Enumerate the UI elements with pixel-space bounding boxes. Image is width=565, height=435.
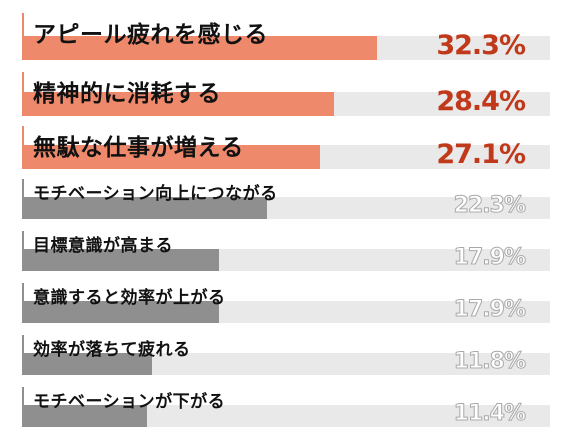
bar-tick bbox=[22, 126, 24, 149]
bar-row: アピール疲れを感じる 32.3% bbox=[0, 5, 565, 62]
bar-row: モチベーションが下がる 11.4% bbox=[0, 379, 565, 431]
category-label: 目標意識が高まる bbox=[33, 236, 173, 256]
bar bbox=[22, 36, 378, 60]
bar bbox=[22, 197, 268, 219]
value-label: 22.3% bbox=[453, 193, 526, 219]
bar-row: 目標意識が高まる 17.9% bbox=[0, 223, 565, 275]
bar-row: 意識すると効率が上がる 17.9% bbox=[0, 275, 565, 327]
bar bbox=[22, 249, 219, 271]
bar bbox=[22, 145, 321, 169]
bar-tick bbox=[22, 179, 24, 201]
bar-row: モチベーション向上につながる 22.3% bbox=[0, 171, 565, 223]
bar-tick bbox=[22, 13, 24, 40]
bar-tick bbox=[22, 387, 24, 409]
category-label: 無駄な仕事が増える bbox=[33, 135, 244, 161]
bar-tick bbox=[22, 283, 24, 305]
category-label: モチベーション向上につながる bbox=[33, 184, 278, 204]
value-label: 28.4% bbox=[436, 86, 526, 117]
category-label: モチベーションが下がる bbox=[33, 392, 226, 412]
bar-tick bbox=[22, 72, 24, 96]
category-label: 精神的に消耗する bbox=[33, 81, 221, 107]
value-label: 11.8% bbox=[453, 349, 526, 375]
value-label: 17.9% bbox=[453, 297, 526, 323]
bar-row: 精神的に消耗する 28.4% bbox=[0, 64, 565, 118]
category-label: 意識すると効率が上がる bbox=[33, 288, 226, 308]
bar bbox=[22, 405, 148, 427]
bar-track bbox=[22, 353, 550, 375]
category-label: アピール疲れを感じる bbox=[33, 22, 268, 48]
bar-tick bbox=[22, 231, 24, 253]
bar-track bbox=[22, 405, 550, 427]
value-label: 17.9% bbox=[453, 245, 526, 271]
bar-row: 無駄な仕事が増える 27.1% bbox=[0, 118, 565, 171]
bar-tick bbox=[22, 335, 24, 357]
bar bbox=[22, 353, 152, 375]
value-label: 27.1% bbox=[436, 139, 526, 170]
value-label: 11.4% bbox=[453, 401, 526, 427]
category-label: 効率が落ちて疲れる bbox=[33, 340, 191, 360]
bar bbox=[22, 92, 335, 116]
bar-row: 効率が落ちて疲れる 11.8% bbox=[0, 327, 565, 379]
bar bbox=[22, 301, 219, 323]
value-label: 32.3% bbox=[436, 30, 526, 61]
